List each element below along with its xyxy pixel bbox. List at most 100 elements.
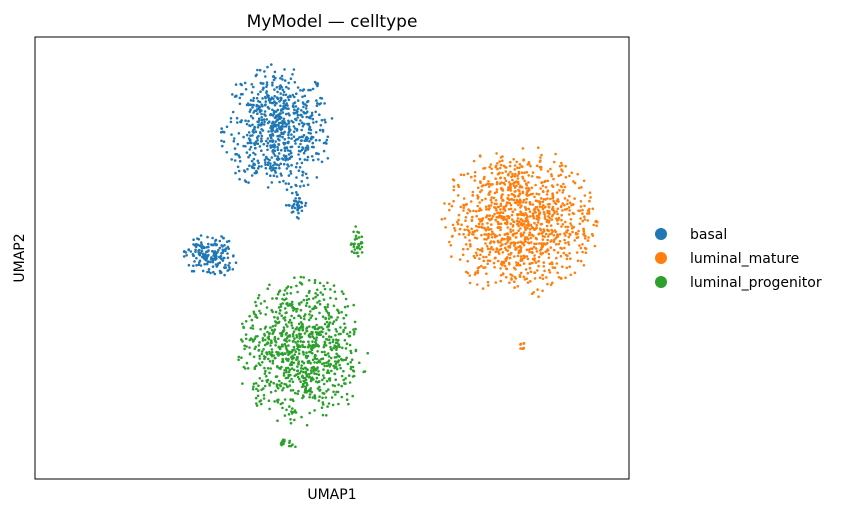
scatter-point xyxy=(530,186,534,190)
scatter-point xyxy=(548,216,551,220)
scatter-point xyxy=(514,268,517,271)
scatter-point xyxy=(469,200,473,203)
scatter-point xyxy=(297,211,300,215)
scatter-point xyxy=(322,374,325,377)
scatter-point xyxy=(462,209,465,212)
scatter-point xyxy=(240,119,243,122)
scatter-point xyxy=(273,400,276,403)
scatter-point xyxy=(499,176,502,179)
scatter-point xyxy=(295,335,299,339)
scatter-point xyxy=(335,330,339,333)
scatter-point xyxy=(290,163,293,167)
scatter-point xyxy=(300,161,304,165)
scatter-point xyxy=(501,159,504,162)
scatter-point xyxy=(576,172,579,176)
scatter-point xyxy=(286,95,290,99)
scatter-point xyxy=(282,154,286,157)
scatter-point xyxy=(546,197,549,200)
scatter-point xyxy=(451,223,455,227)
scatter-point xyxy=(519,232,523,235)
scatter-point xyxy=(283,414,287,417)
scatter-point xyxy=(592,223,595,227)
scatter-point xyxy=(476,247,480,251)
scatter-point xyxy=(248,153,252,157)
scatter-point xyxy=(282,117,286,121)
scatter-point xyxy=(579,200,583,203)
scatter-point xyxy=(269,113,272,116)
scatter-point xyxy=(329,356,333,360)
scatter-point xyxy=(483,226,486,230)
scatter-point xyxy=(519,184,522,188)
scatter-point xyxy=(282,371,286,375)
scatter-point xyxy=(237,355,241,359)
scatter-point xyxy=(482,255,485,259)
scatter-point xyxy=(271,362,275,365)
scatter-point xyxy=(263,120,266,124)
scatter-point xyxy=(349,360,353,364)
scatter-point xyxy=(487,185,491,188)
scatter-point xyxy=(533,195,536,199)
scatter-point xyxy=(300,335,304,339)
scatter-point xyxy=(494,199,498,202)
scatter-point xyxy=(519,210,522,213)
scatter-point xyxy=(502,199,505,202)
scatter-point xyxy=(557,218,560,221)
scatter-point xyxy=(317,333,321,337)
scatter-point xyxy=(513,201,517,204)
scatter-point xyxy=(527,174,530,177)
scatter-point xyxy=(506,239,510,243)
scatter-point xyxy=(226,256,230,260)
scatter-point xyxy=(269,367,273,370)
scatter-point xyxy=(316,301,319,304)
scatter-point xyxy=(568,194,571,198)
scatter-point xyxy=(220,127,223,130)
scatter-point xyxy=(468,281,472,285)
scatter-point xyxy=(495,209,498,212)
scatter-point xyxy=(521,177,525,180)
scatter-point xyxy=(318,360,322,364)
scatter-point xyxy=(492,240,496,244)
scatter-point xyxy=(274,140,278,143)
scatter-point xyxy=(248,141,252,145)
scatter-point xyxy=(519,271,523,275)
scatter-point xyxy=(325,138,329,142)
scatter-point xyxy=(304,149,308,152)
scatter-point xyxy=(315,372,318,376)
scatter-point xyxy=(462,233,465,236)
scatter-point xyxy=(318,385,321,389)
scatter-point xyxy=(321,128,325,132)
scatter-point xyxy=(271,120,275,124)
scatter-point xyxy=(515,231,519,235)
scatter-point xyxy=(315,104,319,108)
scatter-point xyxy=(298,157,302,161)
scatter-point xyxy=(276,365,279,369)
scatter-point xyxy=(259,81,263,85)
scatter-point xyxy=(290,410,293,413)
scatter-point xyxy=(528,266,532,270)
scatter-point xyxy=(561,223,565,226)
scatter-point xyxy=(471,194,475,197)
scatter-point xyxy=(568,174,571,178)
scatter-point xyxy=(274,310,278,314)
scatter-point xyxy=(576,259,580,263)
scatter-point xyxy=(587,210,591,213)
scatter-point xyxy=(531,192,534,196)
scatter-point xyxy=(335,367,339,371)
scatter-point xyxy=(470,219,474,223)
scatter-point xyxy=(525,193,528,196)
scatter-point xyxy=(495,247,499,250)
scatter-point xyxy=(318,331,321,334)
scatter-point xyxy=(319,96,322,100)
scatter-point xyxy=(276,419,279,423)
scatter-point xyxy=(291,349,295,352)
scatter-point xyxy=(262,82,265,85)
scatter-point xyxy=(512,158,515,161)
scatter-point xyxy=(536,221,540,224)
scatter-point xyxy=(451,178,455,181)
scatter-point xyxy=(237,358,240,362)
scatter-point xyxy=(318,326,321,329)
scatter-point xyxy=(270,130,273,133)
scatter-point xyxy=(542,265,546,268)
scatter-point xyxy=(559,246,562,250)
scatter-point xyxy=(541,238,545,241)
